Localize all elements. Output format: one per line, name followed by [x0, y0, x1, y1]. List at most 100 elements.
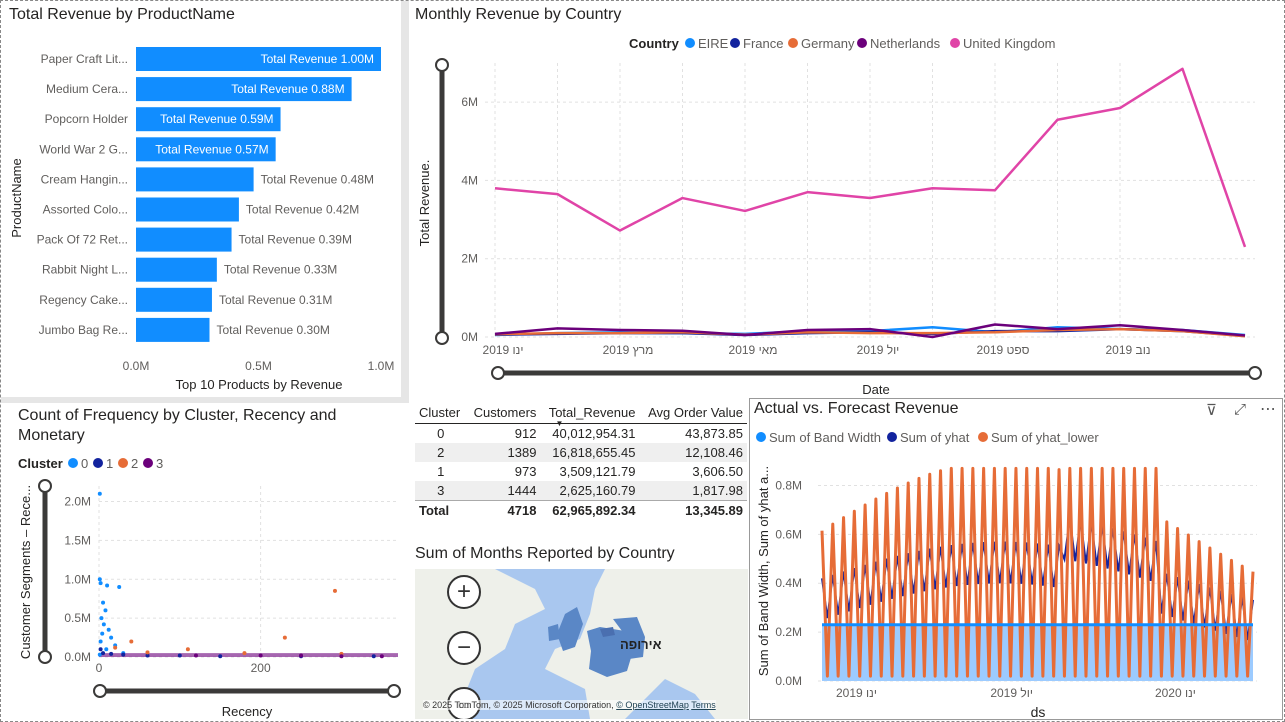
top-products-chart: Paper Craft Lit... Total Revenue 1.00M Med…: [9, 47, 394, 392]
y-tick-label: 0.8M: [775, 478, 802, 492]
table-cell: 4718: [466, 500, 541, 520]
map-region-label: אירופה: [620, 637, 662, 652]
filter-icon[interactable]: ⊽: [1206, 402, 1217, 419]
scatter-point: [98, 581, 103, 586]
table-cell: 40,012,954.31: [552, 426, 636, 441]
forecast-panel[interactable]: Actual vs. Forecast Revenue ⊽ ⤢ ⋯ Sum of…: [749, 398, 1283, 720]
scatter-point: [379, 654, 384, 659]
x-tick-label: 0: [96, 661, 103, 675]
col-customers[interactable]: Customers: [473, 405, 537, 420]
x-tick-label: 200: [251, 661, 271, 675]
x-tick-label: ינו 2019: [836, 686, 877, 700]
scatter-point: [113, 645, 118, 650]
dense-point-band: [99, 653, 398, 657]
product-label: Jumbo Bag Re...: [39, 323, 128, 337]
bar-data-label: Total Revenue 0.88M: [231, 82, 344, 96]
series-line-uk: [494, 67, 1247, 248]
scatter-point: [106, 627, 111, 632]
y-tick-label: 0M: [461, 330, 478, 344]
cluster-table[interactable]: Cluster Customers Total_Revenue ▼ Avg Ord…: [415, 402, 747, 520]
y-tick-label: 0.5M: [64, 611, 91, 625]
x-tick-label: יול 2019: [857, 343, 900, 357]
zoom-in-button[interactable]: +: [447, 575, 481, 609]
legend-marker: [887, 432, 897, 442]
bar-data-label: Total Revenue 0.59M: [160, 112, 273, 126]
scatter-point: [371, 654, 376, 659]
legend-label: Sum of yhat: [900, 430, 970, 445]
scatter-point: [97, 491, 102, 496]
scatter-point: [101, 622, 106, 627]
focus-mode-icon[interactable]: ⤢: [1234, 401, 1247, 418]
scatter-point: [100, 631, 105, 636]
product-label: Rabbit Night L...: [42, 263, 128, 277]
map-france: [587, 627, 633, 677]
x-tick-label: ינו 2020: [1155, 686, 1196, 700]
table-cell: 1389: [466, 443, 541, 462]
x-tick-label: 0.5M: [245, 359, 272, 373]
col-total-revenue[interactable]: Total_Revenue ▼: [540, 402, 639, 428]
scatter-point: [105, 583, 110, 588]
x-tick-label: ספט 2019: [977, 343, 1030, 357]
scatter-point: [98, 647, 103, 652]
col-cluster[interactable]: Cluster: [419, 405, 461, 420]
bar-data-label: Total Revenue 0.31M: [219, 293, 332, 307]
col-avg-order[interactable]: Avg Order Value: [648, 405, 743, 420]
y-tick-label: 6M: [461, 95, 478, 109]
table-row[interactable]: 0 912 40,012,954.31 43,873.85: [415, 424, 747, 444]
y-tick-label: 2.0M: [64, 495, 91, 509]
scatter-point: [145, 653, 150, 658]
legend-label: Germany: [801, 36, 855, 51]
monthly-revenue-chart: Country EIRE France Germany Netherlands Unite…: [417, 36, 1262, 396]
country-map[interactable]: + − ▭ אירופה © 2025 TomTom, © 2025 Micro…: [415, 569, 748, 719]
band-width-area: [822, 624, 1253, 681]
scatter-point: [109, 651, 114, 656]
cluster-scatter-panel[interactable]: Count of Frequency by Cluster, Recency a…: [3, 404, 408, 721]
x-tick-label: מרץ 2019: [603, 343, 654, 357]
map-attribution: © 2025 TomTom, © 2025 Microsoft Corporat…: [423, 700, 716, 710]
table-cell: 62,965,892.34: [540, 500, 640, 520]
table-cell: 1,817.98: [639, 481, 747, 501]
table-row[interactable]: 1 973 3,509,121.79 3,606.50: [415, 462, 747, 481]
x-tick-label: מאי 2019: [729, 343, 778, 357]
scatter-point: [145, 650, 150, 655]
y-slider-handle: [38, 650, 52, 664]
table-row[interactable]: 2 1389 16,818,655.45 12,108.46: [415, 443, 747, 462]
x-slider-handle: [93, 684, 107, 698]
bar-data-label: Total Revenue 0.48M: [261, 172, 374, 186]
legend-label: Sum of yhat_lower: [991, 430, 1099, 445]
scatter-point: [104, 647, 109, 652]
map-uk: [557, 607, 583, 651]
y-axis-title: Total Revenue.: [417, 160, 432, 247]
osm-link[interactable]: © OpenStreetMap: [616, 700, 689, 710]
x-tick-label: ינו 2019: [483, 343, 524, 357]
map-eire: [548, 624, 560, 641]
forecast-chart: Sum of Band Width Sum of yhat Sum of yhat_…: [756, 430, 1257, 719]
legend-label: Netherlands: [870, 36, 941, 51]
top-products-panel[interactable]: Total Revenue by ProductName Paper Craft…: [3, 3, 400, 396]
table-row[interactable]: 3 1444 2,625,160.79 1,817.98: [415, 481, 747, 501]
series-line-netherlands: [494, 323, 1246, 339]
zoom-out-button[interactable]: −: [447, 631, 481, 665]
x-slider-handle: [1248, 366, 1262, 380]
legend-marker: [93, 458, 103, 468]
legend-marker: [730, 38, 740, 48]
table-cell: 0: [437, 426, 445, 441]
bar-data-label: Total Revenue 0.30M: [217, 323, 330, 337]
bar-data-label: Total Revenue 0.33M: [224, 263, 337, 277]
table-cell: 2: [415, 443, 467, 462]
table-cell: 2,625,160.79: [540, 481, 640, 501]
legend-label: France: [743, 36, 783, 51]
revenue-bar: [136, 197, 239, 222]
legend-label: EIRE: [698, 36, 729, 51]
x-slider-handle: [491, 366, 505, 380]
forecast-title: Actual vs. Forecast Revenue: [754, 400, 959, 417]
table-cell: 3,509,121.79: [559, 464, 636, 479]
monthly-revenue-panel[interactable]: Monthly Revenue by Country Country EIRE Fr…: [410, 3, 1283, 396]
terms-link[interactable]: Terms: [691, 700, 716, 710]
table-total-row[interactable]: Total 4718 62,965,892.34 13,345.89: [415, 500, 747, 520]
map-land-europe: [545, 569, 748, 719]
product-label: Cream Hangin...: [41, 172, 128, 186]
y-tick-label: 1.5M: [64, 533, 91, 547]
bar-data-label: Total Revenue 1.00M: [261, 52, 374, 66]
more-options-icon[interactable]: ⋯: [1260, 401, 1276, 418]
